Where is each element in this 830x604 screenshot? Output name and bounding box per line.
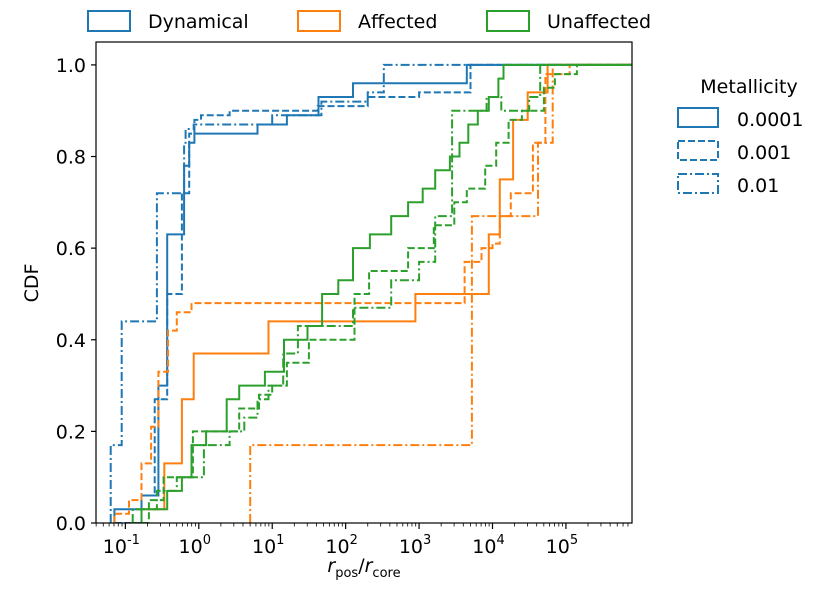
legend-label-z-0.001: 0.001	[737, 142, 791, 164]
legend-entry-z-0.0001: 0.0001	[677, 107, 803, 131]
y-axis-label: CDF	[21, 264, 43, 303]
x-tick-label: 105	[546, 533, 578, 558]
y-tick-label: 0.2	[56, 421, 86, 443]
series-line-dynamical-z-0.01	[109, 63, 632, 523]
legend-label-affected: Affected	[358, 11, 437, 33]
legend-label-unaffected: Unaffected	[547, 11, 651, 33]
y-tick-label: 0.6	[56, 238, 86, 260]
legend-swatch-unaffected	[486, 10, 530, 32]
series-line-affected-z-0.0001	[140, 63, 632, 523]
legend-swatch-affected	[297, 10, 341, 32]
ticks-layer: 0.0 0.2 0.4 0.6 0.8 1.0 10-1 100 101 102 103 104 105	[56, 55, 629, 558]
y-tick-label: 1.0	[56, 55, 86, 77]
series-line-affected-z-0.001	[113, 63, 632, 523]
series-layer	[109, 63, 632, 523]
x-tick-label: 103	[399, 533, 431, 558]
x-tick-label: 102	[325, 533, 357, 558]
x-axis-label: rpos/rcore	[327, 555, 400, 581]
legend-label-z-0.0001: 0.0001	[737, 109, 803, 131]
legend-entry-z-0.001: 0.001	[677, 140, 791, 164]
y-tick-label: 0.0	[56, 513, 86, 535]
legend-entry-affected: Affected	[297, 10, 437, 33]
legend-swatch-dashed	[677, 140, 719, 161]
legend-swatch-dashdot	[677, 173, 719, 194]
series-line-unaffected-z-0.01	[131, 63, 632, 523]
plot-frame	[95, 41, 633, 524]
legend-entry-z-0.01: 0.01	[677, 173, 779, 197]
series-line-affected-z-0.01	[249, 63, 632, 523]
top-legend: Dynamical Affected Unaffected	[87, 10, 651, 33]
x-tick-label: 100	[179, 533, 211, 558]
x-tick-label: 104	[472, 533, 504, 558]
series-line-dynamical-z-0.0001	[113, 63, 632, 523]
series-line-dynamical-z-0.001	[114, 63, 632, 523]
series-line-unaffected-z-0.001	[132, 63, 632, 523]
y-tick-label: 0.8	[56, 147, 86, 169]
metallicity-legend-title: Metallicity	[700, 76, 797, 98]
x-tick-label: 101	[252, 533, 284, 558]
legend-label-dynamical: Dynamical	[148, 11, 249, 33]
legend-entry-dynamical: Dynamical	[87, 10, 249, 33]
legend-entry-unaffected: Unaffected	[486, 10, 651, 33]
series-line-unaffected-z-0.0001	[140, 63, 632, 523]
legend-swatch-dynamical	[87, 10, 131, 32]
metallicity-legend: Metallicity 0.0001 0.001 0.01	[677, 76, 803, 197]
legend-label-z-0.01: 0.01	[737, 175, 779, 197]
x-tick-label: 10-1	[103, 533, 140, 558]
legend-swatch-solid	[677, 107, 719, 128]
y-tick-label: 0.4	[56, 330, 86, 352]
